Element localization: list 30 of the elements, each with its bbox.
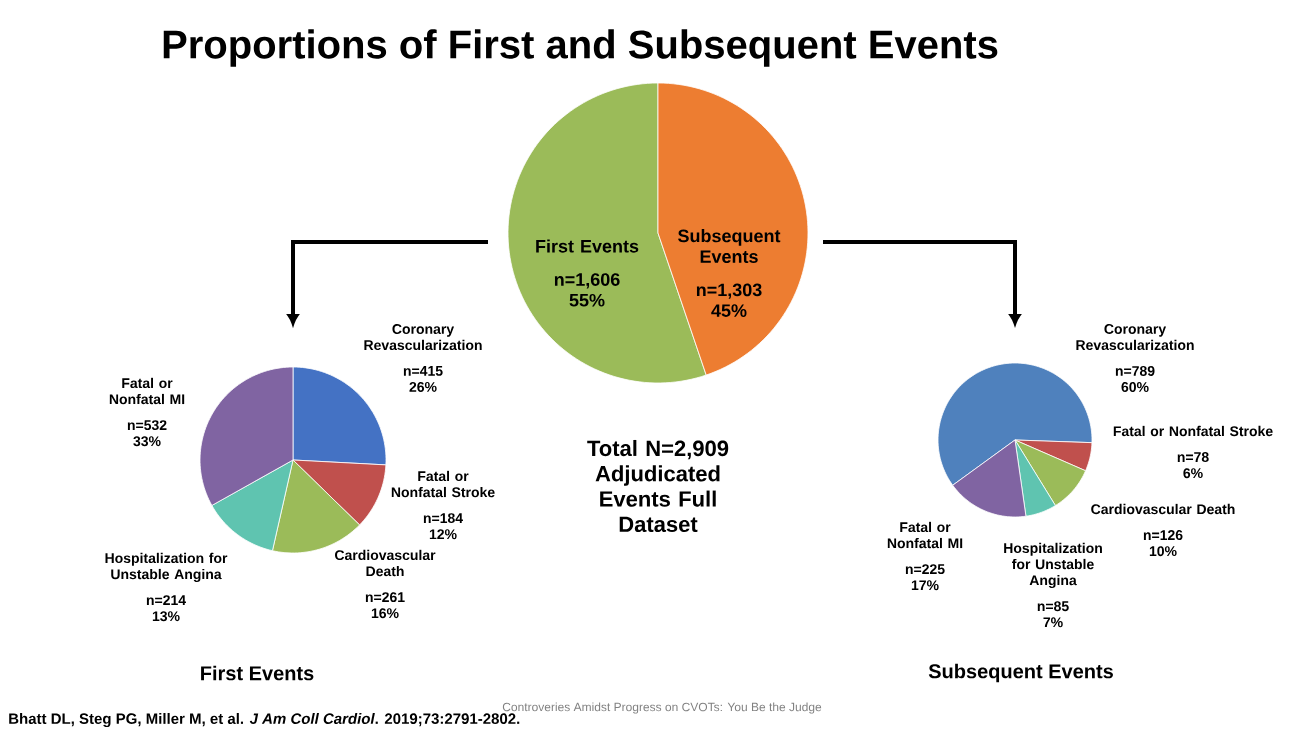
text: Subsequent Events: [928, 663, 1113, 683]
text: Total N=2,909 Adjudicated Events Full Dataset: [587, 439, 729, 533]
data-label: n=1,303 45%: [696, 283, 762, 317]
slice-label: Coronary Revascularization: [364, 324, 482, 351]
slice-label: Fatal or Nonfatal Stroke: [1113, 425, 1273, 437]
data-label: n=214 13%: [146, 595, 186, 622]
slice-label: Subsequent Events: [678, 229, 781, 263]
text: Bhatt DL, Steg PG, Miller M, et al. J Am Coll Cardiol. 2019;73:2791-2802.: [9, 712, 520, 728]
data-label: n=126 10%: [1143, 530, 1183, 557]
slice-label: Coronary Revascularization: [1076, 324, 1194, 351]
data-label: n=532 33%: [127, 420, 167, 447]
slice-label: Fatal or Nonfatal MI: [887, 521, 963, 549]
data-label: n=261 16%: [365, 592, 405, 619]
slice-label: Cardiovascular Death: [1091, 503, 1235, 515]
data-label: n=1,606 55%: [554, 273, 620, 307]
data-label: n=85 7%: [1037, 601, 1069, 628]
data-label: n=415 26%: [403, 366, 443, 392]
chart-title: Proportions of First and Subsequent Events: [163, 29, 998, 67]
data-label: n=184 12%: [423, 513, 463, 540]
slice-label: Cardiovascular Death: [335, 549, 436, 577]
slice-label: Hospitalization for Unstable Angina: [1004, 542, 1102, 589]
data-label: n=78 6%: [1177, 452, 1209, 479]
slice-label: Fatal or Nonfatal MI: [109, 377, 185, 405]
data-label: n=789 60%: [1115, 365, 1155, 392]
text: First Events: [201, 665, 314, 681]
slice-label: First Events: [536, 239, 639, 253]
data-label: n=225 17%: [905, 564, 945, 591]
slice-label: Fatal or Nonfatal Stroke: [391, 470, 495, 498]
slice-label: Hospitalization for Unstable Angina: [105, 552, 228, 583]
text: Controveries Amidst Progress on CVOTs: You Be the Judge: [502, 702, 822, 714]
